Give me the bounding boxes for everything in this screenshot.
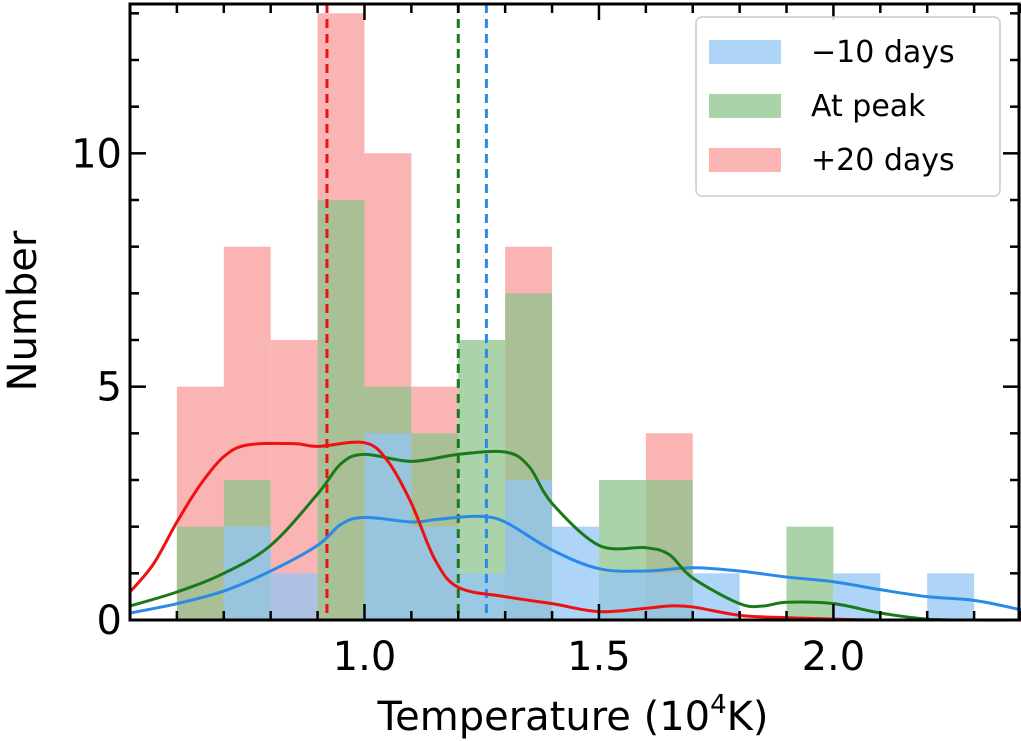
- y-tick-label: 10: [71, 131, 122, 177]
- legend-swatch-peak: [709, 94, 781, 118]
- histogram-bar-minus10: [364, 433, 412, 620]
- kde-curve-plus20: [128, 440, 1021, 622]
- y-axis-title: Number: [0, 230, 46, 391]
- x-tick-labels: 1.0 1.5 2.0: [333, 634, 866, 680]
- histogram-bar-minus10: [411, 526, 459, 620]
- histogram-bar-peak: [317, 200, 365, 620]
- x-tick-label: 2.0: [802, 634, 866, 680]
- legend-swatch-minus10: [709, 40, 781, 64]
- histogram-bar-minus10: [645, 573, 693, 620]
- x-axis-title: Temperature (104K): [377, 690, 769, 740]
- x-axis-title-tail: K): [727, 694, 769, 740]
- histogram-bar-peak: [786, 526, 834, 620]
- legend-label-plus20: +20 days: [811, 143, 955, 178]
- y-tick-label: 0: [97, 598, 122, 644]
- kde-curve-peak: [129, 449, 1021, 622]
- histogram-bar-peak: [176, 526, 224, 620]
- legend-label-minus10: −10 days: [811, 35, 955, 70]
- y-tick-labels: 0 5 10: [71, 131, 122, 644]
- legend-swatch-plus20: [709, 148, 781, 172]
- legend-label-peak: At peak: [811, 89, 926, 124]
- y-tick-label: 5: [97, 365, 122, 411]
- x-tick-label: 1.0: [333, 634, 397, 680]
- kde-curve-minus10: [129, 514, 1021, 615]
- x-axis-title-superscript: 4: [710, 690, 727, 720]
- x-axis-title-main: Temperature (10: [377, 694, 711, 740]
- legend: −10 days At peak +20 days: [695, 16, 1001, 197]
- axes-frame: [128, 2, 1021, 622]
- histogram-bar-minus10: [270, 573, 318, 620]
- x-tick-label: 1.5: [567, 634, 631, 680]
- plot-area: [128, 2, 1021, 622]
